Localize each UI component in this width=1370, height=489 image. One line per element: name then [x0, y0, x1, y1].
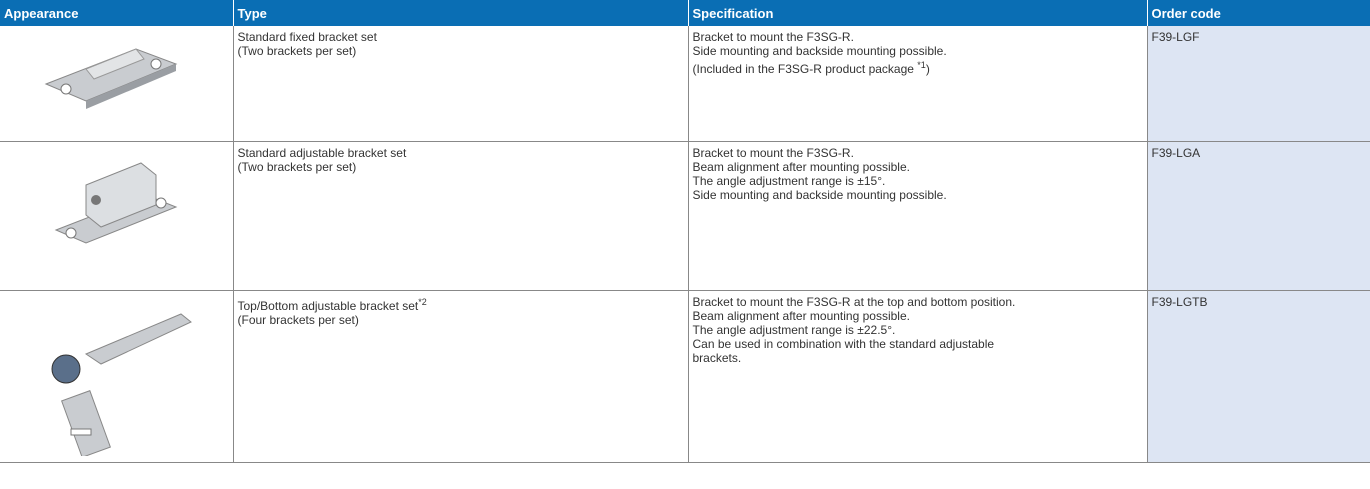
table-row: Standard fixed bracket set (Two brackets … — [0, 26, 1370, 142]
header-row: Appearance Type Specification Order code — [0, 0, 1370, 26]
bracket-image — [54, 161, 178, 244]
type-line-text: Top/Bottom adjustable bracket set — [237, 298, 419, 313]
spec-line: Side mounting and backside mounting poss… — [692, 187, 947, 202]
spec-line: (Included in the F3SG-R product package … — [693, 58, 1143, 76]
table-body: Standard fixed bracket set (Two brackets … — [0, 26, 1370, 463]
spec-line: Can be used in combination with the stan… — [692, 336, 995, 351]
type-line: Top/Bottom adjustable bracket set*2 — [238, 295, 684, 313]
order-code: F39-LGA — [1146, 141, 1370, 291]
type-line: (Two brackets per set) — [237, 44, 357, 58]
type-cell: Standard fixed bracket set (Two brackets … — [232, 26, 688, 142]
table-row: Standard adjustable bracket set (Two brac… — [0, 141, 1370, 291]
spec-line-text: (Included in the F3SG-R product package — [692, 62, 918, 76]
spec-line: Bracket to mount the F3SG-R. — [692, 145, 854, 160]
spec-cell: Bracket to mount the F3SG-R. Beam alignme… — [687, 141, 1147, 291]
spec-line: brackets. — [692, 350, 742, 365]
header-cell: Appearance — [0, 0, 233, 26]
type-line: (Four brackets per set) — [237, 312, 359, 327]
appearance-cell — [0, 141, 233, 291]
spec-line: The angle adjustment range is ±15°. — [692, 173, 886, 188]
spec-line: Side mounting and backside mounting poss… — [692, 44, 947, 58]
table-row: Top/Bottom adjustable bracket set*2 (Four… — [0, 290, 1370, 463]
bracket-image — [51, 312, 193, 458]
type-cell: Top/Bottom adjustable bracket set*2 (Four… — [232, 290, 688, 463]
spec-cell: Bracket to mount the F3SG-R. Side mountin… — [687, 26, 1147, 142]
product-table: Appearance Type Specification Order code St… — [0, 0, 1370, 463]
spec-line: Bracket to mount the F3SG-R at the top a… — [692, 294, 1016, 309]
bracket-image — [44, 48, 178, 110]
type-line: (Two brackets per set) — [237, 159, 357, 174]
order-code: F39-LGF — [1146, 26, 1370, 142]
spec-line: Beam alignment after mounting possible. — [692, 159, 910, 174]
spec-cell: Bracket to mount the F3SG-R at the top a… — [687, 290, 1147, 463]
header-cell: Specification — [687, 0, 1147, 26]
order-code: F39-LGTB — [1146, 290, 1370, 463]
type-line: Standard adjustable bracket set — [237, 145, 407, 160]
footnote-ref: *2 — [418, 296, 427, 307]
type-line: Standard fixed bracket set — [237, 30, 377, 44]
spec-line-text: ) — [925, 62, 930, 76]
spec-line: The angle adjustment range is ±22.5°. — [692, 322, 896, 337]
spec-line: Bracket to mount the F3SG-R. — [692, 30, 854, 44]
header-cell: Type — [232, 0, 688, 26]
appearance-cell — [0, 290, 233, 463]
footnote-ref: *1 — [917, 60, 926, 70]
type-cell: Standard adjustable bracket set (Two brac… — [232, 141, 688, 291]
header-cell: Order code — [1146, 0, 1370, 26]
spec-line: Beam alignment after mounting possible. — [692, 308, 910, 323]
appearance-cell — [0, 26, 233, 142]
